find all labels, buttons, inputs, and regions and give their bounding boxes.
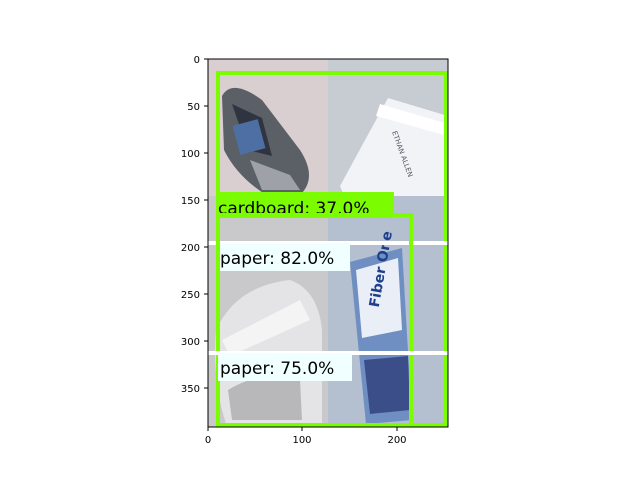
y-axis: 0 50 100 150 200 250 300 350 (181, 55, 208, 395)
detection-label-bg-paper-2 (218, 353, 352, 381)
axes-frame (207, 58, 449, 428)
x-tick-label: 100 (292, 435, 311, 446)
x-axis: 0 100 200 (205, 427, 407, 446)
detection-label-paper-1: paper: 82.0% (220, 249, 334, 269)
y-tick-label: 100 (181, 149, 200, 160)
y-tick-label: 200 (181, 243, 200, 254)
x-tick-label: 0 (205, 435, 211, 446)
y-tick-label: 150 (181, 196, 200, 207)
y-tick-label: 50 (187, 102, 200, 113)
detection-paper-1: paper: 82.0% (208, 241, 448, 271)
detection-label-bg-paper-1 (218, 243, 350, 271)
y-tick-label: 250 (181, 290, 200, 301)
y-tick-label: 300 (181, 337, 200, 348)
x-tick-label: 200 (387, 435, 406, 446)
y-tick-label: 350 (181, 384, 200, 395)
detection-box-paper-2 (216, 213, 413, 427)
detection-label-paper-2: paper: 75.0% (220, 359, 334, 379)
envelope: ETHAN ALLEN (340, 98, 448, 196)
y-tick-label: 0 (194, 55, 200, 66)
crushed-bottle (222, 87, 309, 196)
detection-paper-2: paper: 75.0% (208, 213, 448, 427)
